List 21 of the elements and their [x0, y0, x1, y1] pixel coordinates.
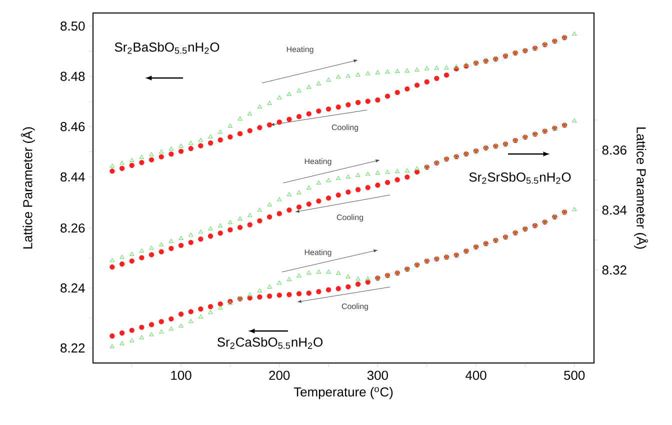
x-tick-label: 300 [367, 370, 388, 380]
y2-tick-label: 8.32 [602, 265, 626, 275]
y2-axis-title: Lattice Parameter (Å) [634, 128, 648, 249]
annotation: Sr$_{2}$BaSbO$_{5.5}$nH$_{2}$O [114, 42, 220, 54]
y-tick-label: 8.24 [60, 283, 85, 293]
x-tick-label: 500 [564, 370, 585, 380]
x-axis-title: Temperature ($^{o}$C) [294, 387, 393, 400]
x-tick-label: 200 [269, 370, 290, 380]
annotation: Sr$_{2}$CaSbO$_{5.5}$nH$_{2}$O [217, 337, 322, 349]
y2-tick-label: 8.34 [602, 205, 627, 215]
y-tick-label: 8.46 [60, 122, 85, 132]
y-tick-label: 8.50 [60, 21, 85, 31]
y-tick-label: 8.22 [60, 343, 85, 353]
y-tick-label: 8.44 [60, 172, 85, 182]
annotation: Sr$_{2}$SrSbO$_{5.5}$nH$_{2}$O [469, 172, 571, 184]
y-tick-label: 8.26 [60, 223, 85, 233]
y-tick-label: 8.48 [60, 72, 85, 81]
x-tick-label: 100 [171, 370, 192, 380]
y-axis-title: Lattice Parameter (Å) [20, 127, 35, 248]
x-tick-label: 400 [465, 370, 486, 380]
y2-tick-label: 8.36 [602, 145, 626, 155]
